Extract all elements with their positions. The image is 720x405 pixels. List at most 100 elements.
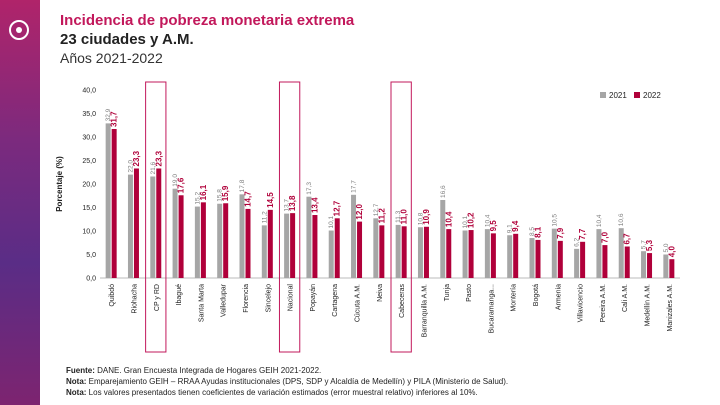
source-note: Fuente: DANE. Gran Encuesta Integrada de… [66, 366, 322, 375]
bar-2022 [490, 233, 496, 278]
x-tick-label: Manizales A.M. [667, 284, 674, 332]
legend-label-2021: 2021 [609, 91, 627, 100]
y-tick-label: 5,0 [86, 252, 96, 259]
x-tick-label: Valledupar [221, 283, 228, 317]
y-tick-label: 25,0 [82, 158, 96, 165]
bar-2022 [401, 226, 407, 278]
x-tick-label: Cali A.M. [622, 284, 629, 312]
bar-2021 [618, 228, 624, 278]
x-tick-label: Nacional [288, 284, 295, 312]
data-label-2021: 16,6 [440, 185, 447, 198]
data-label-2022: 6,7 [623, 233, 632, 245]
data-label-2021: 17,7 [351, 180, 358, 193]
data-label-2022: 16,1 [199, 184, 208, 200]
bar-2021 [373, 218, 379, 278]
data-label-2022: 7,9 [556, 227, 565, 239]
legend-swatch-2022 [634, 92, 640, 98]
data-label-2022: 31,7 [110, 111, 119, 127]
data-label-2022: 8,1 [534, 226, 543, 238]
bar-2022 [379, 225, 385, 278]
bar-2022 [669, 259, 675, 278]
data-label-2022: 12,0 [355, 203, 364, 219]
bar-2021 [284, 213, 290, 278]
bar-2021 [663, 254, 669, 278]
bar-2021 [551, 228, 557, 278]
x-tick-label: Tunja [444, 284, 451, 301]
highlight-box [390, 81, 412, 353]
x-tick-label: Montería [511, 284, 518, 312]
y-axis-title: Porcentaje (%) [55, 156, 64, 212]
y-tick-label: 0,0 [86, 276, 96, 283]
bar-2022 [602, 245, 608, 278]
x-tick-label: Florencia [243, 284, 250, 313]
x-tick-label: Cúcuta A.M. [355, 284, 362, 322]
data-label-2021: 10,8 [417, 212, 424, 225]
page-title: Incidencia de pobreza monetaria extrema [60, 12, 355, 29]
data-label-2022: 13,4 [310, 197, 319, 213]
bar-2022 [133, 168, 139, 278]
bar-2021 [395, 224, 401, 278]
bar-2021 [417, 227, 423, 278]
x-tick-label: Medellín A.M. [645, 284, 652, 326]
bar-2022 [178, 195, 184, 278]
x-tick-label: Pereira A.M. [600, 284, 607, 323]
highlight-box [145, 81, 167, 353]
data-label-2022: 12,7 [333, 200, 342, 216]
data-label-2022: 23,3 [132, 150, 141, 166]
bar-2021 [641, 251, 647, 278]
bar-2022 [624, 246, 630, 278]
bar-2022 [580, 241, 586, 278]
data-label-2022: 14,5 [266, 192, 275, 208]
y-tick-label: 15,0 [82, 205, 96, 212]
data-label-2021: 10,4 [484, 214, 491, 227]
x-tick-label: Pasto [466, 284, 473, 302]
x-tick-label: CP y RD [154, 284, 161, 311]
data-label-2021: 17,8 [239, 179, 246, 192]
methodology-note: Nota: Emparejamiento GEIH – RRAA Ayudas … [66, 377, 509, 386]
data-label-2022: 11,0 [400, 209, 409, 225]
data-label-2021: 6,2 [574, 237, 581, 246]
x-tick-label: Sincelejo [265, 284, 272, 313]
x-tick-label: Quibdó [109, 284, 116, 307]
x-tick-label: Santa Marta [198, 284, 205, 322]
x-tick-label: Cabeceras [399, 284, 406, 318]
bar-2021 [105, 123, 111, 278]
x-tick-label: Barranquilla A.M. [421, 284, 428, 337]
y-tick-label: 20,0 [82, 182, 96, 189]
bar-2022 [468, 230, 474, 278]
highlight-box [278, 81, 301, 353]
data-label-2021: 17,3 [306, 182, 313, 195]
data-label-2021: 9,1 [507, 224, 514, 233]
bar-2021 [462, 230, 468, 278]
data-label-2021: 22,0 [127, 160, 134, 173]
data-label-2022: 5,3 [645, 239, 654, 251]
data-label-2022: 4,0 [667, 246, 676, 258]
bar-2022 [312, 215, 318, 278]
bar-2022 [200, 202, 206, 278]
bar-2021 [194, 206, 200, 278]
data-label-2021: 10,1 [462, 215, 469, 228]
footnotes: Fuente: DANE. Gran Encuesta Integrada de… [66, 365, 508, 398]
precision-note: Nota: Los valores presentados tienen coe… [66, 388, 478, 397]
x-tick-label: Bucaramanga... [488, 284, 495, 333]
data-label-2021: 11,2 [261, 211, 268, 224]
bar-2021 [261, 225, 267, 278]
data-label-2021: 19,0 [172, 174, 179, 187]
y-tick-label: 30,0 [82, 135, 96, 142]
data-label-2021: 12,7 [373, 203, 380, 216]
bar-2021 [440, 199, 446, 278]
bar-2022 [423, 226, 429, 278]
bar-2022 [156, 168, 162, 278]
data-label-2022: 17,6 [177, 177, 186, 193]
bar-2021 [150, 176, 156, 278]
x-tick-label: Bogotá [533, 284, 540, 306]
bar-2021 [529, 238, 535, 278]
bar-2021 [574, 248, 580, 278]
bar-2021 [328, 230, 334, 278]
data-label-2022: 10,9 [422, 209, 431, 225]
y-tick-label: 10,0 [82, 229, 96, 236]
x-tick-label: Armenia [555, 284, 562, 310]
data-label-2021: 10,6 [618, 213, 625, 226]
bar-2022 [111, 129, 117, 278]
bar-2021 [172, 188, 178, 278]
